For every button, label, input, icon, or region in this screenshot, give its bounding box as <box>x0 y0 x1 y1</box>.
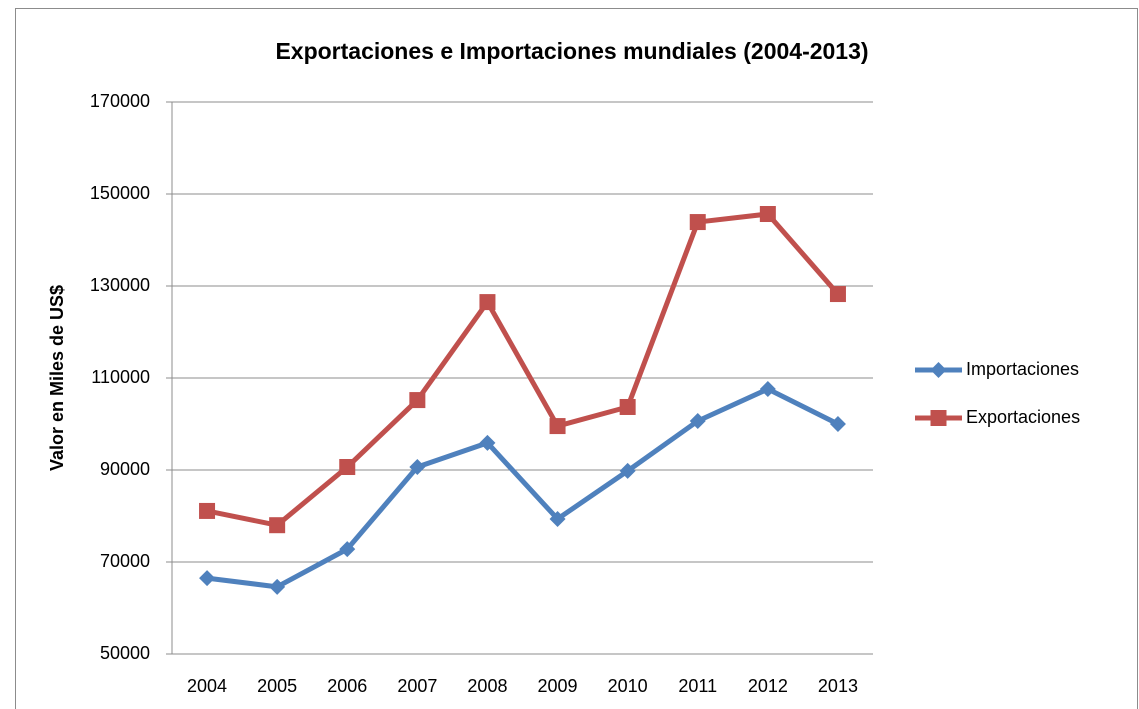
point <box>549 418 566 435</box>
y-tick-label: 50000 <box>100 643 150 663</box>
y-tick-label: 150000 <box>90 183 150 203</box>
chart-border <box>15 8 1138 709</box>
point <box>479 434 496 451</box>
y-tick-label: 90000 <box>100 459 150 479</box>
point <box>339 541 356 558</box>
legend-marker <box>930 362 947 378</box>
point <box>689 413 706 430</box>
point <box>199 570 216 587</box>
y-tick-label: 170000 <box>90 91 150 111</box>
point <box>409 392 426 409</box>
y-tick-label: 110000 <box>91 367 150 387</box>
y-axis-label: Valor en Miles de US$ <box>47 285 67 471</box>
x-tick-label: 2012 <box>748 676 788 696</box>
legend-label: Exportaciones <box>966 407 1080 427</box>
point <box>269 578 286 595</box>
point <box>759 381 776 398</box>
point <box>759 206 776 223</box>
x-tick-label: 2005 <box>257 676 297 696</box>
series-line <box>206 386 840 590</box>
point <box>339 459 356 476</box>
point <box>829 286 846 303</box>
y-tick-label: 130000 <box>90 275 150 295</box>
point <box>689 214 706 231</box>
x-tick-label: 2011 <box>678 676 717 696</box>
point <box>199 502 216 519</box>
x-tick-label: 2009 <box>538 676 578 696</box>
x-tick-label: 2006 <box>327 676 367 696</box>
y-tick-label: 70000 <box>100 551 150 571</box>
point <box>829 416 846 432</box>
point <box>619 462 636 479</box>
point <box>269 517 286 534</box>
legend-marker <box>930 410 947 426</box>
legend-label: Importaciones <box>966 359 1079 379</box>
point <box>619 398 636 415</box>
x-tick-label: 2010 <box>608 676 648 696</box>
x-tick-label: 2007 <box>397 676 437 696</box>
series-line <box>206 211 840 528</box>
x-tick-label: 2004 <box>187 676 227 696</box>
x-tick-label: 2013 <box>818 676 858 696</box>
x-tick-label: 2008 <box>467 676 507 696</box>
point <box>549 510 566 527</box>
point <box>479 294 496 311</box>
point <box>409 459 426 476</box>
chart-title: Exportaciones e Importaciones mundiales … <box>275 38 868 64</box>
